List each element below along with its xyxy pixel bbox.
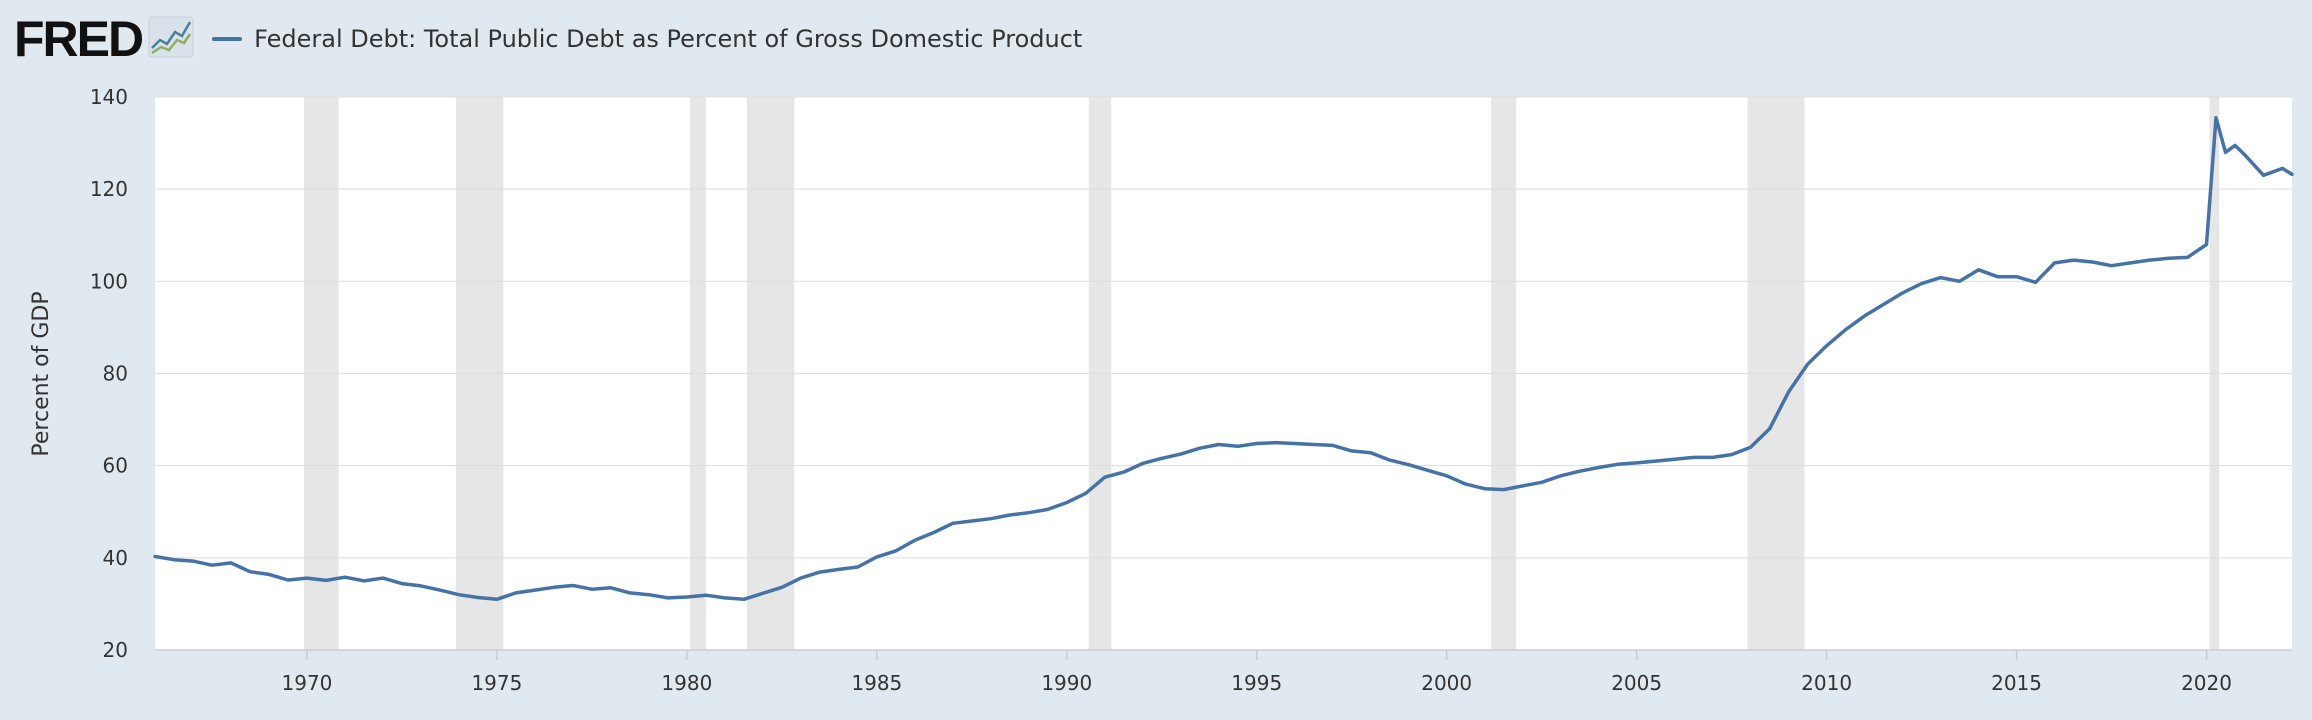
x-tick-label-1995: 1995 [1231,671,1282,695]
y-tick-label-120: 120 [90,177,128,201]
plot-area [153,96,2294,650]
y-tick-label-80: 80 [103,362,128,386]
x-tick-label-2000: 2000 [1421,671,1472,695]
legend-swatch [212,37,243,41]
y-tick-label-60: 60 [103,454,128,478]
chart-header: FRED Federal Debt: Total Public Debt as … [14,14,1082,64]
y-tick-label-20: 20 [103,638,128,662]
line-graph-icon[interactable] [148,16,194,63]
legend: Federal Debt: Total Public Debt as Perce… [212,25,1082,53]
x-tick-label-1990: 1990 [1041,671,1092,695]
y-tick-label-140: 140 [90,85,128,109]
fred-logo[interactable]: FRED [14,11,144,67]
y-tick-label-100: 100 [90,269,128,293]
x-tick-label-1970: 1970 [282,671,333,695]
x-tick-label-1985: 1985 [851,671,902,695]
legend-label: Federal Debt: Total Public Debt as Perce… [254,25,1083,53]
axes: 1970 1975 1980 1985 1990 1995 2000 2005 2010 2015… [90,85,2292,695]
x-tick-label-2015: 2015 [1991,671,2042,695]
x-tick-label-2005: 2005 [1611,671,1662,695]
x-tick-label-1980: 1980 [661,671,712,695]
x-tick-label-2020: 2020 [2181,671,2232,695]
x-tick-label-1975: 1975 [471,671,522,695]
series-line-1 [153,115,2294,602]
y-axis-label: Percent of GDP [29,291,54,456]
y-tick-label-40: 40 [103,546,128,570]
x-tick-label-2010: 2010 [1801,671,1852,695]
